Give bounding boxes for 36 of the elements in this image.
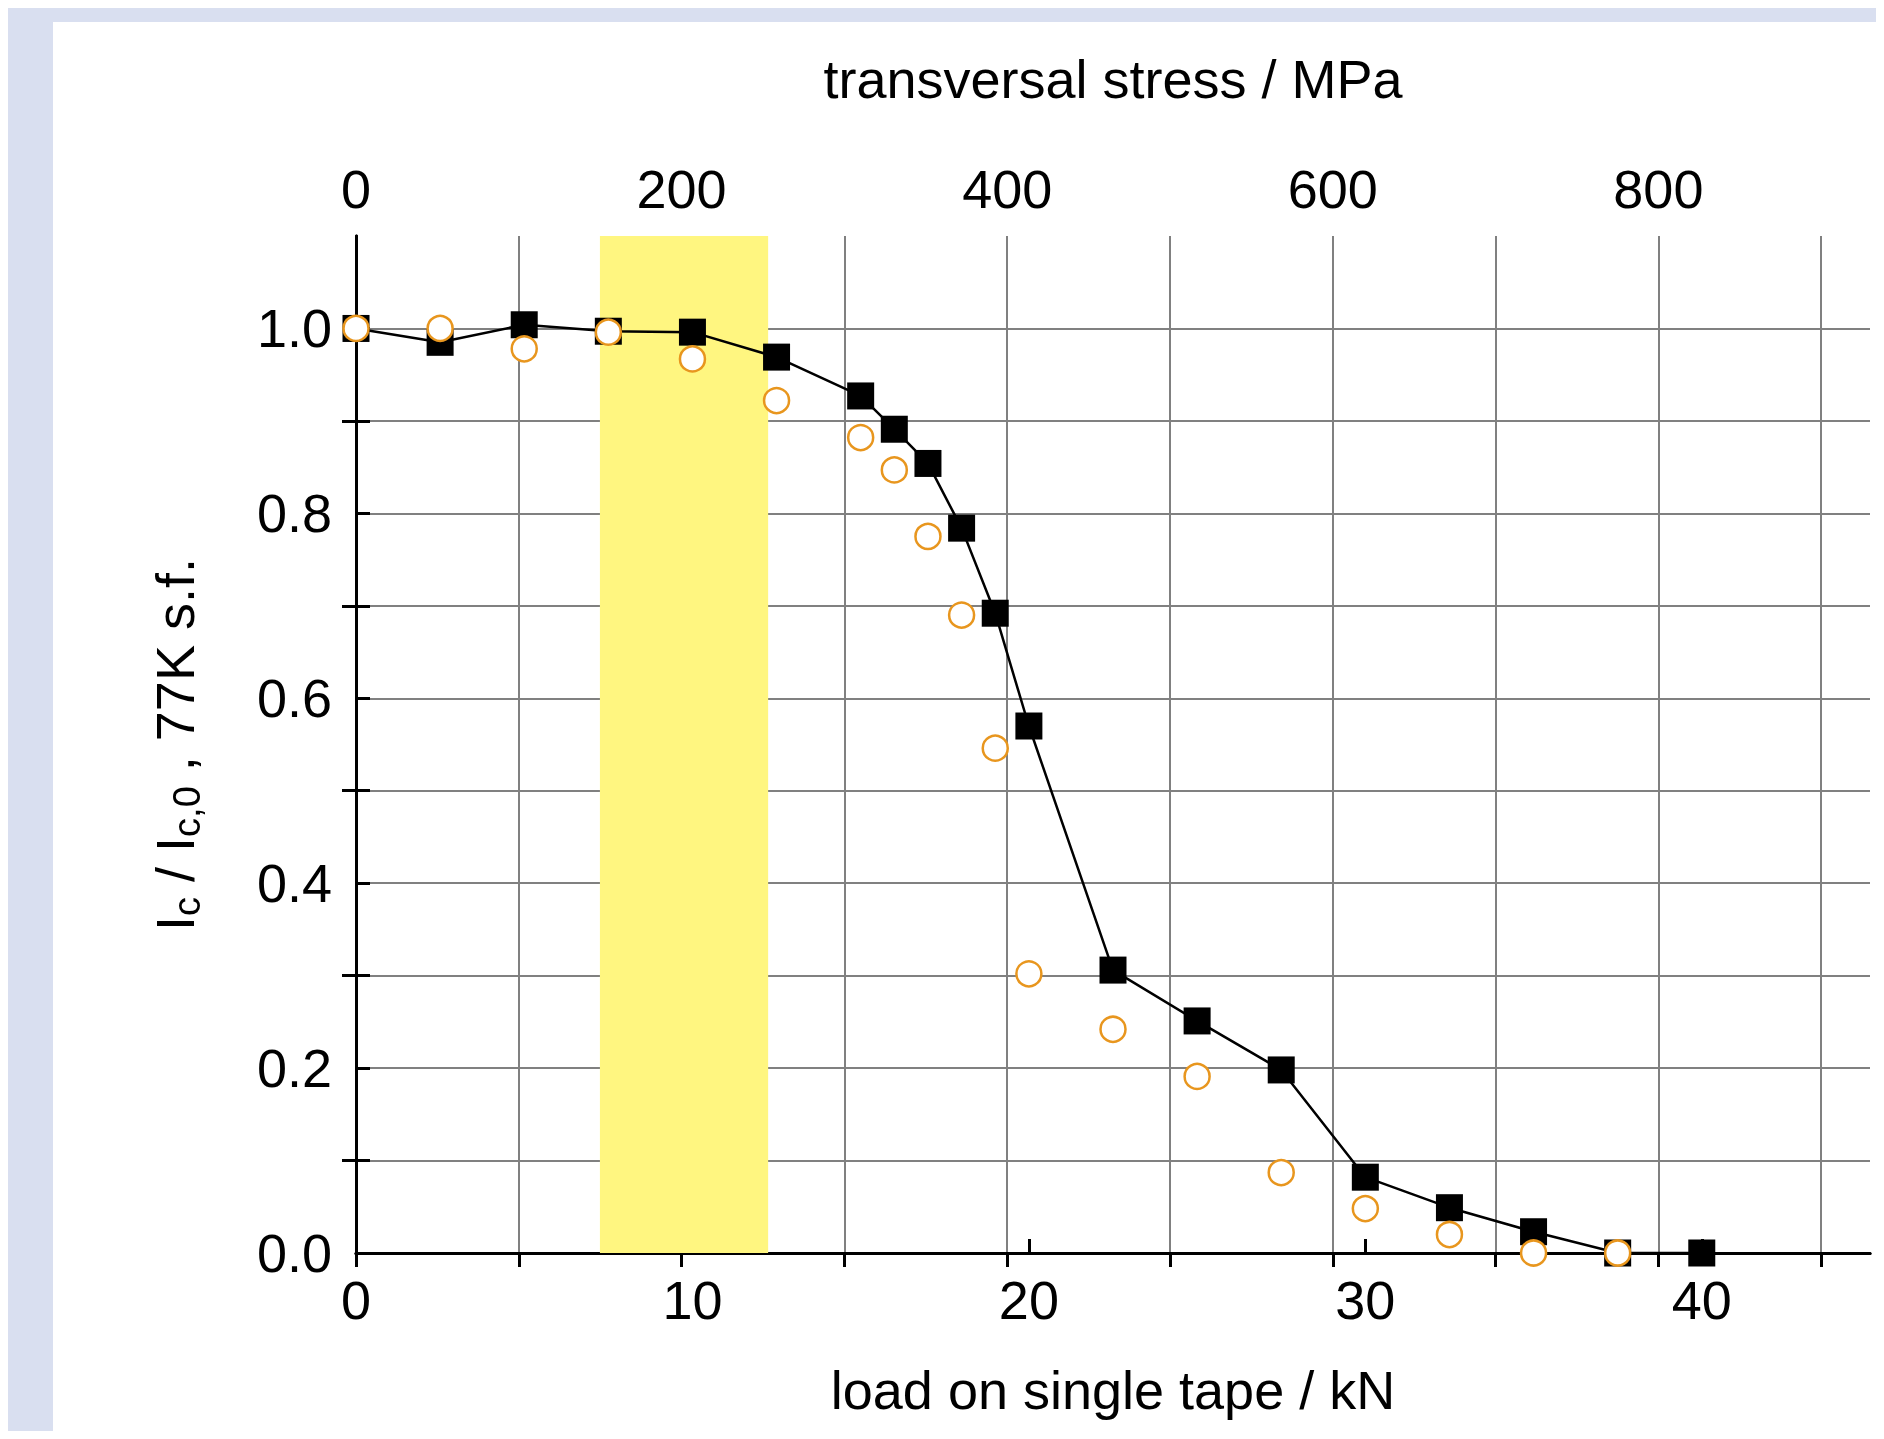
point: [1519, 1239, 1548, 1267]
x2-tick-label: 0: [340, 159, 372, 219]
x-tick-label: 40: [1671, 1270, 1732, 1330]
x-tick-label: 30: [1335, 1270, 1396, 1330]
x-tick-label: 20: [998, 1270, 1059, 1330]
point: [914, 449, 942, 477]
point: [1015, 712, 1043, 740]
x2-tick-label: 400: [962, 159, 1053, 219]
point: [763, 343, 791, 371]
x2-tick-label: 800: [1613, 159, 1704, 219]
y-axis-title: Ic / Ic,0 , 77K s.f.: [145, 558, 208, 931]
y-tick-label: 0.4: [256, 853, 332, 914]
point: [510, 311, 538, 339]
point: [880, 415, 908, 443]
point: [1267, 1056, 1295, 1084]
point: [948, 514, 976, 542]
point: [981, 599, 1009, 627]
point: [678, 345, 707, 373]
point: [1435, 1194, 1463, 1222]
point: [426, 314, 454, 343]
y-tick-label: 0.0: [256, 1223, 332, 1283]
x2-axis-title: transversal stress / MPa: [823, 49, 1404, 109]
point: [1183, 1007, 1211, 1035]
point: [847, 382, 875, 410]
y-tick-label: 0.8: [256, 483, 332, 544]
y-tick-label: 0.6: [256, 668, 332, 729]
x2-tick-label: 200: [636, 159, 727, 219]
x-tick-label: 10: [662, 1270, 723, 1330]
point: [1099, 956, 1127, 984]
x2-tick-label: 600: [1287, 159, 1378, 219]
point: [678, 318, 706, 346]
y-tick-label: 1.0: [256, 298, 332, 359]
y-tick-label: 0.2: [256, 1038, 332, 1099]
x-tick-label: 0: [340, 1270, 372, 1330]
point: [1351, 1163, 1379, 1191]
x-axis-title: load on single tape / kN: [830, 1360, 1396, 1420]
